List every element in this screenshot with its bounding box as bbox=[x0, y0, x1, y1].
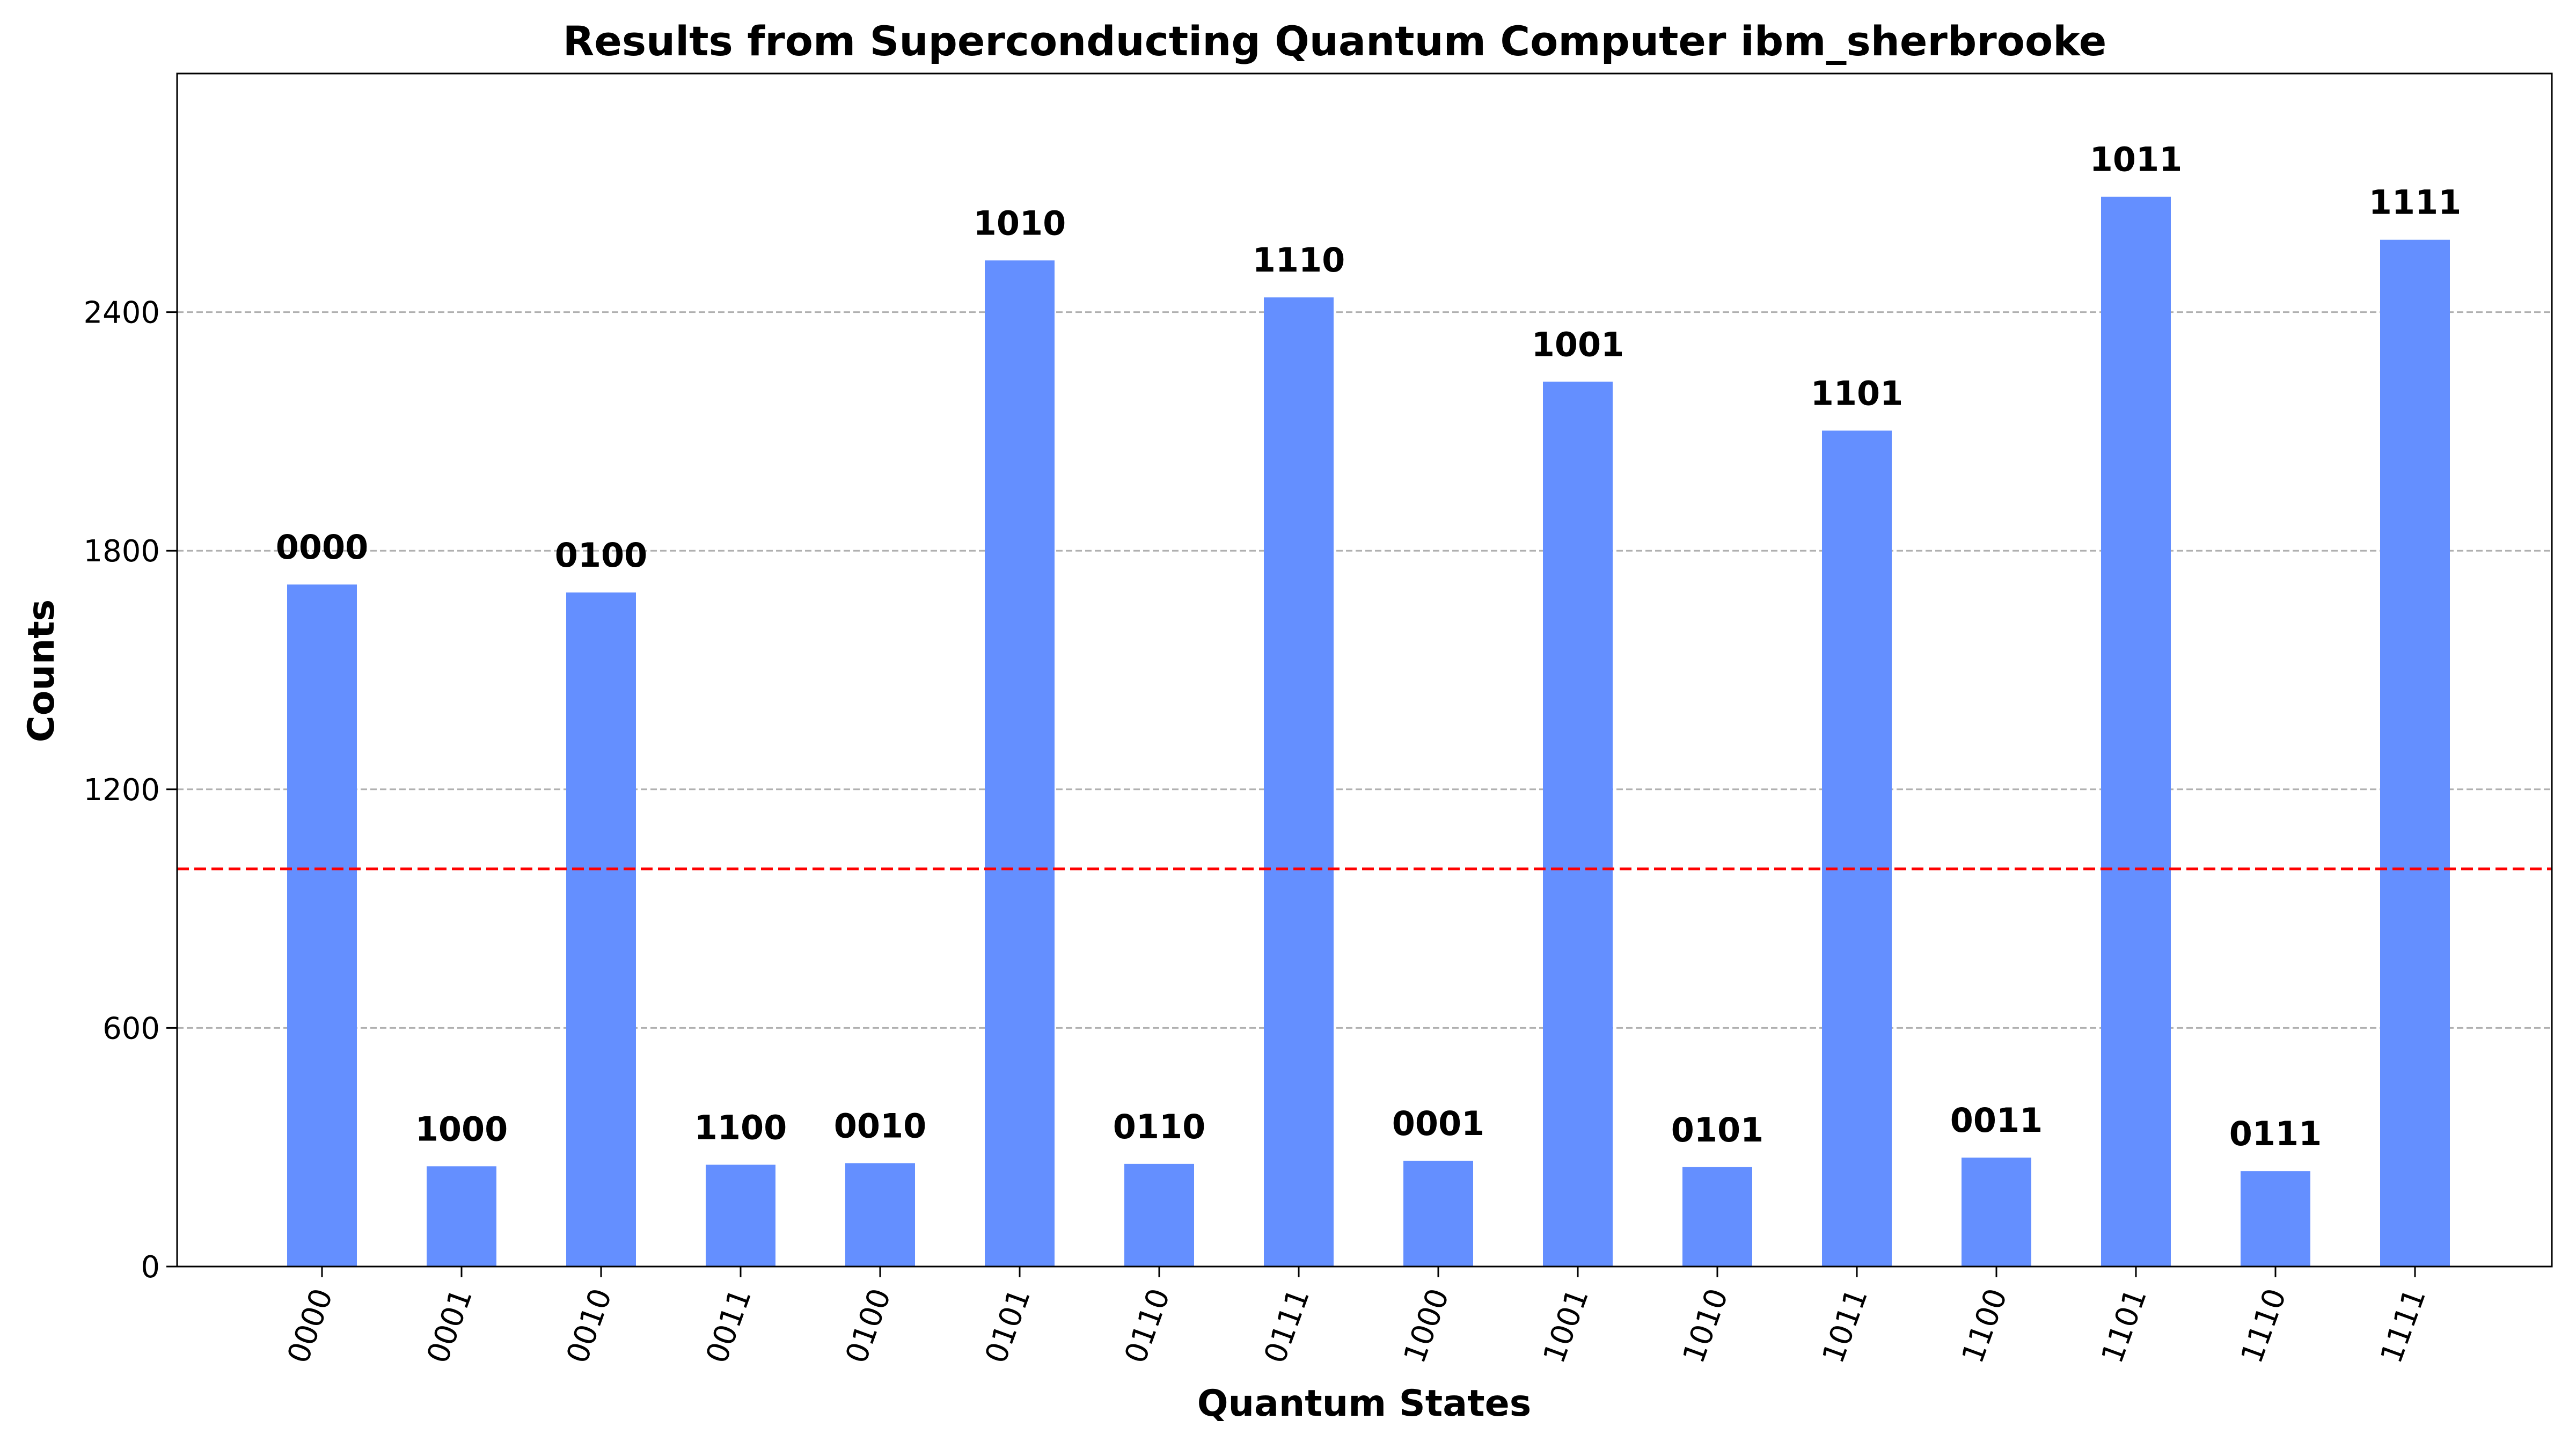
bar-data-label: 0000 bbox=[276, 528, 369, 567]
x-tick-label: 0111 bbox=[1257, 1284, 1316, 1368]
plot-frame bbox=[176, 72, 2553, 1268]
x-tick-label: 1101 bbox=[2095, 1284, 2154, 1368]
bar-data-label: 0101 bbox=[1671, 1110, 1764, 1150]
bar-data-label: 1011 bbox=[2090, 140, 2183, 179]
chart-title: Results from Superconducting Quantum Com… bbox=[563, 17, 2107, 65]
bar-1111 bbox=[2380, 239, 2450, 1267]
y-tick-label: 1200 bbox=[83, 773, 160, 808]
y-tick-label: 1800 bbox=[83, 534, 160, 569]
bar-1011 bbox=[1822, 430, 1892, 1267]
x-tick-label: 0110 bbox=[1118, 1284, 1177, 1368]
x-tick-label: 0100 bbox=[839, 1284, 898, 1368]
bar-data-label: 1101 bbox=[1811, 374, 1904, 413]
bars bbox=[287, 196, 2450, 1267]
x-axis-ticks: 0000 0001 0010 0011 0100 0101 0110 0111 1000 1001… bbox=[281, 1267, 2433, 1368]
bar-labels: 0000 1000 0100 1100 0010 1010 0110 1110 0001 1001… bbox=[276, 140, 2462, 1153]
bar-0010 bbox=[566, 592, 636, 1267]
bar-data-label: 0111 bbox=[2229, 1114, 2322, 1153]
bar-data-label: 1110 bbox=[1253, 240, 1345, 280]
bar-1001 bbox=[1543, 382, 1613, 1267]
bar-data-label: 0100 bbox=[555, 536, 648, 575]
bar-0000 bbox=[287, 584, 357, 1267]
y-axis-label: Counts bbox=[20, 599, 63, 742]
bar-0100 bbox=[845, 1163, 915, 1267]
x-tick-label: 1010 bbox=[1676, 1284, 1735, 1368]
bar-0101 bbox=[985, 260, 1055, 1267]
y-axis-ticks: 0 600 1200 1800 2400 bbox=[83, 296, 177, 1285]
gridlines bbox=[177, 311, 2552, 1029]
x-tick-label: 1000 bbox=[1397, 1284, 1456, 1368]
bar-data-label: 1100 bbox=[694, 1108, 787, 1147]
bar-data-label: 1000 bbox=[415, 1109, 508, 1148]
bar-data-label: 0001 bbox=[1392, 1104, 1485, 1143]
bar-data-label: 0110 bbox=[1113, 1107, 1206, 1146]
x-tick-label: 1111 bbox=[2374, 1284, 2433, 1368]
y-tick-label: 600 bbox=[103, 1011, 160, 1046]
x-axis-label: Quantum States bbox=[1197, 1382, 1531, 1425]
bar-data-label: 1010 bbox=[974, 203, 1066, 243]
x-tick-label: 1100 bbox=[1955, 1284, 2014, 1368]
x-tick-label: 0010 bbox=[560, 1284, 619, 1368]
bar-1110 bbox=[2241, 1171, 2310, 1267]
bar-1100 bbox=[1962, 1157, 2031, 1267]
bar-1000 bbox=[1403, 1160, 1473, 1267]
bar-0011 bbox=[706, 1165, 775, 1267]
x-tick-label: 1001 bbox=[1536, 1284, 1596, 1368]
x-tick-label: 0001 bbox=[420, 1284, 479, 1368]
y-tick-label: 2400 bbox=[83, 296, 160, 331]
x-tick-label: 0000 bbox=[281, 1284, 340, 1368]
bar-0110 bbox=[1124, 1163, 1194, 1267]
bar-data-label: 0011 bbox=[1950, 1101, 2043, 1140]
bar-0111 bbox=[1264, 297, 1334, 1267]
y-tick-label: 0 bbox=[141, 1250, 160, 1285]
bar-data-label: 1001 bbox=[1532, 325, 1624, 364]
bar-0001 bbox=[427, 1166, 496, 1267]
bar-1010 bbox=[1682, 1167, 1752, 1267]
x-tick-label: 0011 bbox=[699, 1284, 758, 1368]
bar-data-label: 0010 bbox=[834, 1106, 927, 1145]
x-tick-label: 1110 bbox=[2234, 1284, 2293, 1368]
bar-1101 bbox=[2101, 196, 2171, 1267]
x-tick-label: 1011 bbox=[1816, 1284, 1875, 1368]
x-tick-label: 0101 bbox=[978, 1284, 1037, 1368]
bar-data-label: 1111 bbox=[2369, 183, 2462, 222]
